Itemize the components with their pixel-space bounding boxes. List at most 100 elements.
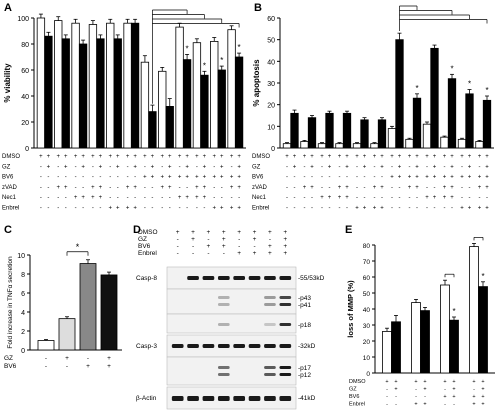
- panel-d-treatment-sign: -: [207, 236, 209, 243]
- panel-e-treatment-sign: +: [394, 387, 397, 393]
- panel-a-bar: [148, 111, 157, 149]
- panel-a-treatment-sign: +: [151, 175, 155, 181]
- panel-a-treatment-sign: +: [143, 175, 147, 181]
- panel-a-treatment-sign: +: [126, 185, 130, 191]
- panel-a-treatment-sign: -: [196, 164, 198, 170]
- panel-d-band: [217, 373, 230, 376]
- panel-b-bar: [352, 143, 362, 149]
- panel-c-bar: [58, 318, 76, 351]
- panel-b-treatment-sign: +: [408, 175, 412, 181]
- panel-a-bar: [182, 59, 192, 149]
- panel-d-band: [187, 344, 199, 348]
- panel-a-treatment-sign: -: [144, 206, 146, 212]
- panel-d-band: [217, 296, 230, 299]
- panel-d-blot-label: Casp-8: [136, 275, 157, 282]
- panel-e-treatment-sign: +: [452, 387, 455, 393]
- panel-a-treatment-sign: -: [57, 164, 59, 170]
- panel-b-treatment-sign: +: [363, 164, 367, 170]
- panel-b-bar: [395, 39, 404, 149]
- panel-e-treatment-sign: -: [415, 387, 417, 393]
- panel-e-ytick-label: 80: [363, 243, 371, 250]
- panel-e-ytick-label: 10: [363, 355, 371, 362]
- panel-d-size-label: -p43: [298, 295, 311, 302]
- panel-a-treatment-sign: -: [179, 185, 181, 191]
- panel-a-treatment-sign: -: [75, 185, 77, 191]
- panel-a-treatment-sign: +: [168, 175, 172, 181]
- panel-b-bar: [482, 99, 492, 149]
- panel-b-bar: [457, 138, 467, 149]
- panel-a-treatment-sign: +: [47, 164, 51, 170]
- panel-d-band: [187, 396, 199, 401]
- panel-d-row-label: BV6: [138, 243, 151, 250]
- panel-b-ytick-label: 30: [267, 81, 275, 88]
- panel-d-band: [217, 366, 230, 369]
- panel-a-treatment-sign: -: [179, 206, 181, 212]
- panel-b-treatment-sign: +: [415, 164, 419, 170]
- panel-b-treatment-sign: +: [310, 185, 314, 191]
- panel-b-bar: [360, 119, 369, 149]
- panel-b-treatment-sign: +: [320, 154, 324, 160]
- panel-b-treatment-sign: -: [416, 195, 418, 201]
- panel-d-treatment-sign: +: [268, 243, 272, 250]
- panel-b-treatment-sign: -: [321, 185, 323, 191]
- panel-a-treatment-sign: -: [109, 164, 111, 170]
- panel-b-treatment-sign: -: [311, 206, 313, 212]
- panel-b-treatment-sign: +: [450, 195, 454, 201]
- panel-d-treatment-sign: -: [253, 243, 255, 250]
- panel-a-treatment-sign: -: [109, 195, 111, 201]
- panel-d-band: [171, 344, 184, 348]
- panel-a-bar: [96, 38, 105, 149]
- panel-b-treatment-sign: +: [433, 154, 437, 160]
- panel-a-treatment-sign: +: [185, 175, 189, 181]
- panel-d-band: [264, 396, 276, 401]
- panel-e-treatment-sign: +: [423, 387, 426, 393]
- panel-d-treatment-sign: +: [237, 250, 241, 257]
- panel-b-treatment-sign: +: [303, 185, 307, 191]
- panel-b-treatment-sign: +: [380, 154, 384, 160]
- panel-a-treatment-sign: -: [231, 164, 233, 170]
- panel-e-treatment-sign: +: [423, 379, 426, 385]
- panel-d-blot: DMSO + + + + + + + +GZ - + - + - + - +BV6- - + + - - + +Enbrel -…: [136, 229, 325, 410]
- panel-b-significance: *: [485, 86, 488, 95]
- panel-a-treatment-sign: +: [185, 195, 189, 201]
- panel-d-treatment-sign: -: [177, 236, 179, 243]
- panel-d-band: [264, 344, 276, 348]
- panel-a-treatment-sign: +: [203, 195, 207, 201]
- panel-b-bar: [405, 138, 414, 149]
- panel-a-treatment-sign: +: [108, 206, 112, 212]
- panel-e-row-label: DMSO: [349, 379, 366, 385]
- panel-b-treatment-sign: +: [450, 185, 454, 191]
- panel-b-treatment-sign: -: [426, 206, 428, 212]
- panel-e-y-label: loss of MMP (%): [346, 280, 355, 338]
- panel-b-treatment-sign: -: [426, 185, 428, 191]
- panel-b-treatment-sign: -: [356, 195, 358, 201]
- panel-label-b: B: [254, 2, 262, 14]
- panel-a-row-label: Nec1: [2, 195, 17, 201]
- panel-a-row-label: Enbrel: [2, 206, 19, 212]
- panel-a-treatment-sign: +: [220, 154, 224, 160]
- panel-a-treatment-sign: +: [237, 175, 241, 181]
- panel-a-ytick-label: 100: [17, 16, 29, 23]
- panel-b-treatment-sign: -: [294, 206, 296, 212]
- panel-a-treatment-sign: -: [75, 164, 77, 170]
- panel-b-treatment-sign: +: [320, 195, 324, 201]
- panel-e-treatment-sign: -: [395, 394, 397, 400]
- panel-b-treatment-sign: +: [310, 164, 314, 170]
- panel-d-band: [279, 366, 292, 369]
- panel-b-treatment-sign: -: [461, 195, 463, 201]
- panel-e-treatment-sign: -: [395, 402, 397, 408]
- panel-a-treatment-sign: +: [133, 185, 137, 191]
- panel-d-row-label: DMSO: [138, 229, 158, 236]
- panel-c-treatment-sign: +: [65, 355, 69, 362]
- panel-b-ytick-label: 60: [267, 16, 275, 23]
- panel-d-treatment-sign: +: [268, 229, 272, 236]
- panel-b-treatment-sign: -: [286, 164, 288, 170]
- panel-d-treatment-sign: -: [223, 250, 225, 257]
- panel-a-treatment-sign: -: [57, 175, 59, 181]
- panel-b-treatment-sign: -: [346, 175, 348, 181]
- panel-b-treatment-sign: +: [450, 164, 454, 170]
- panel-b-treatment-sign: +: [415, 185, 419, 191]
- panel-a-treatment-sign: +: [116, 154, 120, 160]
- panel-d-treatment-sign: +: [176, 229, 180, 236]
- panel-e-ytick-label: 50: [363, 291, 371, 298]
